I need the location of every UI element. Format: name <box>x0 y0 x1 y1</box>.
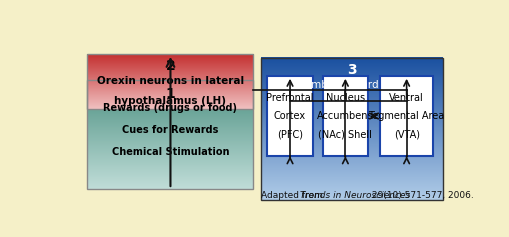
Text: Prefrontal: Prefrontal <box>266 93 313 103</box>
Bar <box>88 54 253 109</box>
Text: Nucleus: Nucleus <box>325 93 364 103</box>
Bar <box>267 76 312 156</box>
Text: Chemical Stimulation: Chemical Stimulation <box>111 147 229 157</box>
Text: Adapted from: Adapted from <box>261 191 325 200</box>
Text: hypothalamus (LH): hypothalamus (LH) <box>114 96 226 106</box>
Text: 2: 2 <box>165 59 175 73</box>
Text: Accumbens: Accumbens <box>317 111 373 121</box>
Text: (NAc) Shell: (NAc) Shell <box>318 129 372 139</box>
Text: (PFC): (PFC) <box>276 129 302 139</box>
Text: (VTA): (VTA) <box>393 129 419 139</box>
Text: 29(10):571-577, 2006.: 29(10):571-577, 2006. <box>369 191 473 200</box>
Bar <box>88 80 253 189</box>
Bar <box>379 76 433 156</box>
Text: Trends in Neurosciences: Trends in Neurosciences <box>299 191 410 200</box>
Text: Rewards (drugs or food): Rewards (drugs or food) <box>103 103 237 113</box>
Text: Cortex: Cortex <box>273 111 305 121</box>
Text: Ventral: Ventral <box>388 93 423 103</box>
Text: Orexin neurons in lateral: Orexin neurons in lateral <box>97 76 243 86</box>
Bar <box>261 58 442 200</box>
Bar <box>322 76 367 156</box>
Text: 3: 3 <box>347 63 356 77</box>
Text: Tegmental Area: Tegmental Area <box>368 111 444 121</box>
Text: 1: 1 <box>165 87 175 101</box>
Text: Mesolimbic Reward Pathway: Mesolimbic Reward Pathway <box>278 80 426 90</box>
Text: Cues for Rewards: Cues for Rewards <box>122 125 218 135</box>
